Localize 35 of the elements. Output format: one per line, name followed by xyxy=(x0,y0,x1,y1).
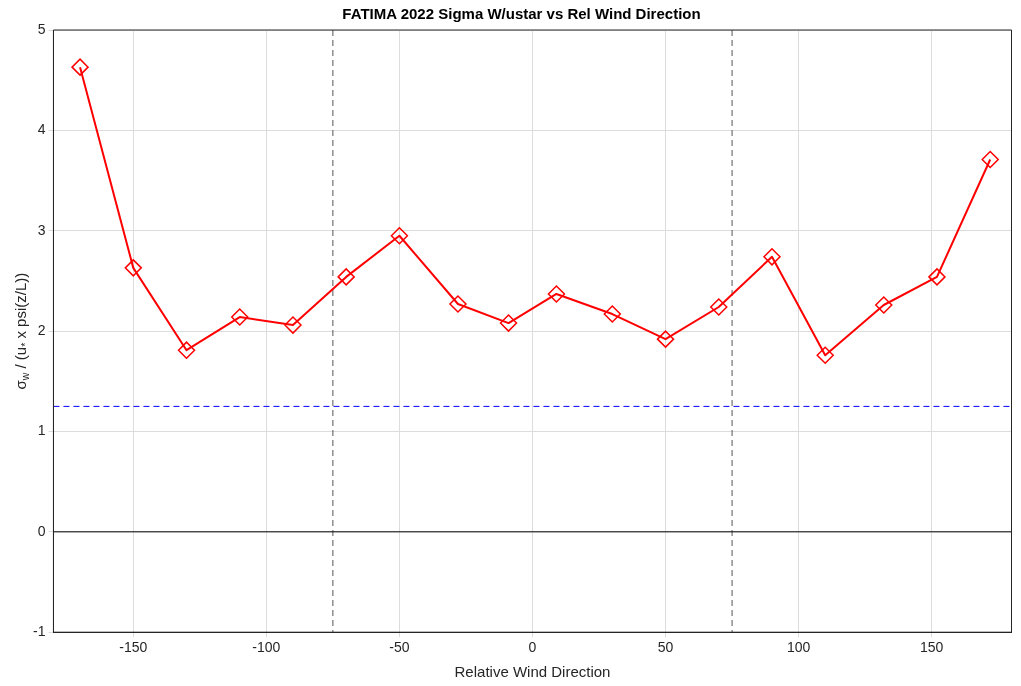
chart-title: FATIMA 2022 Sigma W/ustar vs Rel Wind Direction xyxy=(342,5,701,23)
point xyxy=(499,314,518,332)
point xyxy=(337,268,355,286)
y-tick-label: 3 xyxy=(37,221,46,238)
point xyxy=(710,298,728,316)
point xyxy=(230,308,249,326)
x-axis-title: Relative Wind Direction xyxy=(454,663,611,681)
y-tick-label: 2 xyxy=(37,321,46,338)
point xyxy=(449,295,467,313)
y-tick-label: 0 xyxy=(37,522,46,539)
x-tick-label: -150 xyxy=(119,639,148,656)
point xyxy=(547,285,566,303)
point xyxy=(816,346,834,364)
y-tick-label: 4 xyxy=(37,121,46,138)
y-axis-title: σw / (u* x psi(z/L)) xyxy=(12,272,32,390)
point xyxy=(603,305,622,323)
y-tick-label: -1 xyxy=(33,623,46,640)
point xyxy=(124,259,143,277)
x-tick-label: -50 xyxy=(389,639,410,656)
point xyxy=(981,150,999,169)
point xyxy=(656,330,675,348)
point xyxy=(71,58,89,76)
point xyxy=(928,268,946,286)
x-tick-label: 50 xyxy=(657,639,674,656)
point xyxy=(763,248,781,266)
x-tick-label: 100 xyxy=(786,639,811,656)
point xyxy=(284,316,302,334)
y-tick-label: 1 xyxy=(37,422,46,439)
point xyxy=(875,296,893,314)
y-tick-label: 5 xyxy=(37,20,46,37)
point xyxy=(177,341,196,359)
x-tick-label: 0 xyxy=(528,639,537,656)
x-tick-label: 150 xyxy=(919,639,944,656)
point xyxy=(390,227,409,245)
x-tick-label: -100 xyxy=(252,639,281,656)
